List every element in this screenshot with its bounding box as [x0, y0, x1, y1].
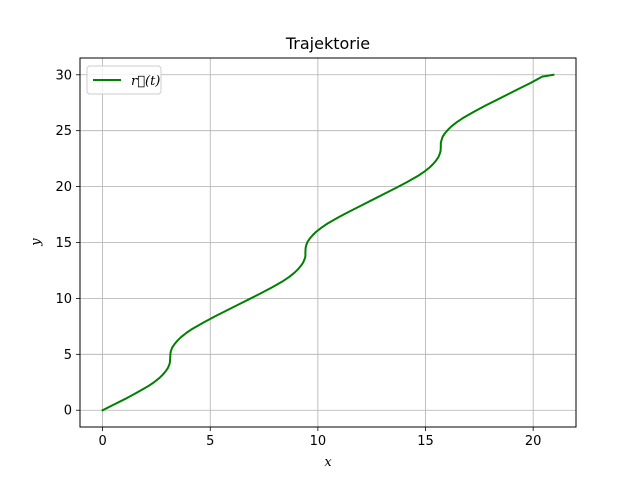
y-tick-label: 20 — [55, 180, 72, 195]
y-tick-label: 15 — [55, 236, 72, 251]
y-tick-label: 10 — [55, 292, 72, 307]
chart-title: Trajektorie — [285, 34, 370, 53]
x-tick-label: 10 — [310, 434, 327, 449]
x-axis-label: x — [324, 455, 332, 470]
y-axis-label: y — [29, 238, 44, 247]
series-layer — [101, 73, 555, 412]
y-tick-label: 5 — [64, 348, 72, 363]
axis-ticks: 0 5 10 15 20 0 5 10 15 20 25 30 — [55, 68, 541, 449]
grid-lines — [80, 58, 576, 427]
legend-label: r⃗(t) — [131, 74, 160, 89]
y-tick-label: 25 — [55, 124, 72, 139]
y-tick-label: 0 — [64, 404, 72, 419]
legend-box — [86, 65, 162, 95]
legend: r⃗(t) — [86, 65, 162, 95]
x-tick-label: 5 — [206, 434, 214, 449]
x-tick-label: 0 — [98, 434, 106, 449]
y-tick-label: 30 — [55, 68, 72, 83]
x-tick-label: 20 — [525, 434, 542, 449]
x-tick-label: 15 — [417, 434, 434, 449]
series-line — [101, 73, 555, 412]
